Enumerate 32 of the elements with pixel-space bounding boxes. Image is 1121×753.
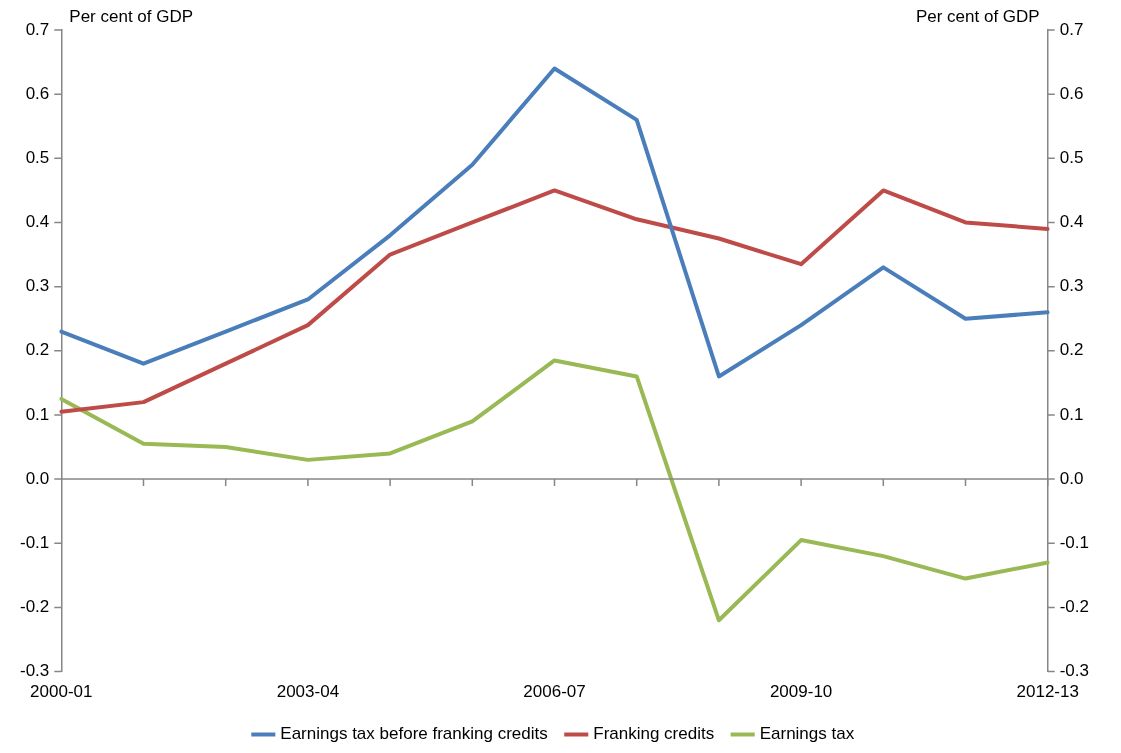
y2-tick-label: -0.1 [1059, 532, 1089, 552]
x-tick-label: 2009-10 [769, 682, 833, 702]
x-tick-label: 2012-13 [1016, 682, 1079, 702]
y2-tick-label: -0.3 [1059, 661, 1089, 681]
y2-tick-label: 0.4 [1059, 212, 1084, 232]
y-tick-label: 0.0 [25, 468, 50, 488]
x-tick-label: 2006-07 [523, 682, 586, 702]
y-tick-label: 0.4 [25, 212, 50, 232]
legend-label: Franking credits [593, 724, 715, 744]
y-tick-label: -0.3 [20, 661, 50, 681]
y-tick-label: 0.5 [25, 148, 50, 168]
y-tick-label: 0.2 [25, 340, 50, 360]
y-tick-label: 0.3 [25, 276, 50, 296]
y2-tick-label: -0.2 [1059, 597, 1089, 617]
y2-tick-label: 0.5 [1059, 148, 1084, 168]
y2-tick-label: 0.6 [1059, 83, 1084, 103]
y2-axis-title: Per cent of GDP [915, 7, 1040, 27]
y-tick-label: -0.2 [20, 597, 50, 617]
y-axis-title: Per cent of GDP [69, 7, 194, 27]
x-tick-label: 2000-01 [30, 682, 93, 702]
y-tick-label: 0.6 [25, 83, 50, 103]
legend-label: Earnings tax before franking credits [280, 724, 548, 744]
y-tick-label: 0.7 [25, 19, 50, 39]
y2-tick-label: 0.2 [1059, 340, 1084, 360]
y-tick-label: 0.1 [25, 404, 50, 424]
legend-label: Earnings tax [759, 724, 855, 744]
y2-tick-label: 0.0 [1059, 468, 1084, 488]
y-tick-label: -0.1 [20, 532, 50, 552]
y2-tick-label: 0.7 [1059, 19, 1084, 39]
y2-tick-label: 0.3 [1059, 276, 1084, 296]
x-tick-label: 2003-04 [276, 682, 340, 702]
y2-tick-label: 0.1 [1059, 404, 1084, 424]
